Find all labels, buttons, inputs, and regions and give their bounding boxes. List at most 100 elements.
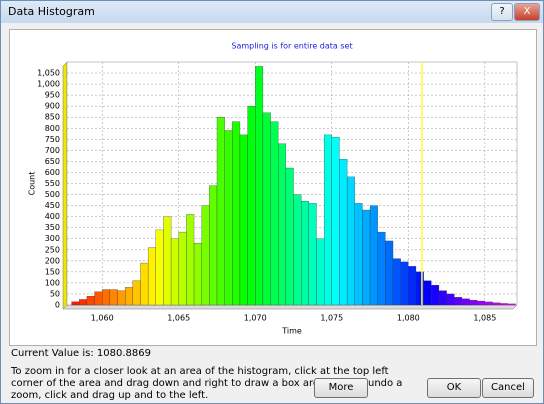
bar bbox=[94, 291, 103, 306]
help-button[interactable]: ? bbox=[491, 3, 513, 21]
bar bbox=[147, 247, 156, 306]
y-tick-label: 700 bbox=[45, 146, 60, 155]
y-tick-label: 350 bbox=[45, 223, 60, 232]
bar bbox=[477, 300, 486, 306]
bar bbox=[500, 303, 508, 306]
more-button[interactable]: More bbox=[314, 378, 368, 398]
bar bbox=[323, 134, 332, 306]
bar bbox=[102, 289, 111, 306]
bar bbox=[155, 229, 164, 306]
cancel-button[interactable]: Cancel bbox=[482, 378, 534, 398]
bar bbox=[423, 280, 432, 306]
bar bbox=[270, 121, 279, 306]
bar bbox=[339, 159, 348, 306]
y-tick-label: 550 bbox=[45, 179, 60, 188]
bar bbox=[117, 290, 126, 306]
x-axis-label: Time bbox=[281, 327, 302, 336]
bar bbox=[446, 293, 455, 306]
bar bbox=[400, 261, 409, 306]
y-tick-label: 1,000 bbox=[37, 80, 60, 89]
x-tick-label: 1,075 bbox=[320, 314, 343, 323]
bar bbox=[469, 299, 478, 306]
bar bbox=[201, 205, 210, 306]
bar bbox=[163, 216, 172, 306]
window-title: Data Histogram bbox=[8, 5, 95, 18]
y-tick-label: 50 bbox=[50, 289, 60, 298]
bar bbox=[216, 117, 225, 306]
bar bbox=[484, 301, 493, 306]
bar bbox=[461, 298, 470, 306]
y-tick-label: 650 bbox=[45, 157, 60, 166]
bar bbox=[178, 231, 187, 306]
y-tick-label: 950 bbox=[45, 91, 60, 100]
plot-floor bbox=[62, 304, 518, 310]
y-tick-label: 850 bbox=[45, 113, 60, 122]
instruction-line: To zoom in for a closer look at an area … bbox=[11, 366, 389, 377]
bar bbox=[385, 240, 394, 306]
x-tick-label: 1,070 bbox=[244, 314, 267, 323]
y-tick-label: 750 bbox=[45, 135, 60, 144]
status-text: Current Value is: 1080.8869 bbox=[11, 348, 151, 359]
bar bbox=[392, 258, 401, 306]
close-button[interactable]: X bbox=[514, 3, 540, 21]
y-tick-label: 600 bbox=[45, 168, 60, 177]
bar bbox=[377, 231, 386, 306]
bar bbox=[209, 185, 218, 306]
bar bbox=[331, 136, 340, 306]
x-tick-label: 1,085 bbox=[473, 314, 496, 323]
bar bbox=[438, 290, 447, 306]
y-tick-label: 0 bbox=[55, 301, 60, 310]
y-tick-label: 100 bbox=[45, 278, 60, 287]
instruction-line: zoom, click and drag up and to the left. bbox=[11, 390, 209, 401]
bar bbox=[507, 303, 516, 306]
y-tick-label: 800 bbox=[45, 124, 60, 133]
x-tick-label: 1,065 bbox=[167, 314, 190, 323]
y-tick-label: 250 bbox=[45, 245, 60, 254]
bar bbox=[109, 289, 118, 306]
bar bbox=[262, 112, 271, 306]
plot-wall bbox=[62, 61, 68, 310]
y-tick-label: 500 bbox=[45, 190, 60, 199]
y-tick-label: 150 bbox=[45, 267, 60, 276]
bar bbox=[239, 134, 248, 306]
bar bbox=[346, 176, 355, 306]
bar bbox=[369, 205, 378, 306]
bar bbox=[316, 238, 325, 306]
bar bbox=[454, 297, 463, 306]
x-tick-label: 1,080 bbox=[397, 314, 420, 323]
chart[interactable]: Sampling is for entire data set 0 50 100 150… bbox=[10, 30, 536, 345]
y-tick-label: 900 bbox=[45, 102, 60, 111]
y-tick-label: 200 bbox=[45, 256, 60, 265]
y-tick-label: 400 bbox=[45, 212, 60, 221]
y-tick-label: 1,050 bbox=[37, 69, 60, 78]
title-bar: Data Histogram ? X bbox=[1, 1, 543, 23]
bar bbox=[308, 203, 317, 306]
y-tick-label: 450 bbox=[45, 201, 60, 210]
bar bbox=[224, 130, 233, 306]
bar bbox=[132, 280, 141, 306]
bar bbox=[354, 203, 363, 306]
bar bbox=[285, 167, 294, 306]
bar bbox=[278, 143, 287, 306]
bar bbox=[193, 242, 202, 306]
bar bbox=[247, 106, 256, 306]
x-tick-label: 1,060 bbox=[91, 314, 114, 323]
bar bbox=[362, 209, 371, 306]
ok-button[interactable]: OK bbox=[427, 378, 481, 398]
bar bbox=[140, 262, 149, 306]
y-tick-label: 300 bbox=[45, 234, 60, 243]
bar bbox=[301, 201, 309, 306]
bar bbox=[79, 299, 88, 306]
bar bbox=[232, 121, 241, 306]
instructions: To zoom in for a closer look at an area … bbox=[11, 366, 402, 402]
bar bbox=[125, 287, 133, 306]
bar bbox=[170, 238, 179, 306]
bar bbox=[86, 296, 95, 306]
bar bbox=[255, 66, 264, 306]
chart-title: Sampling is for entire data set bbox=[231, 42, 352, 51]
bar bbox=[293, 194, 302, 306]
instruction-line: corner of the area and drag down and rig… bbox=[11, 378, 403, 389]
bar bbox=[186, 214, 195, 306]
y-axis-label: Count bbox=[28, 172, 37, 196]
